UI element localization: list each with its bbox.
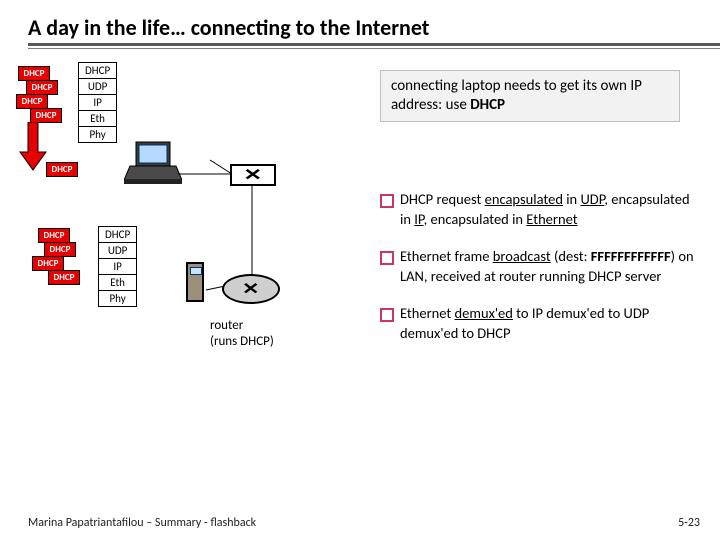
title-area: A day in the life… connecting to the Int… [0,0,720,55]
bullet-item: Ethernet demux'ed to IP demux'ed to UDP … [380,304,700,343]
callout-box: connecting laptop needs to get its own I… [380,70,680,122]
callout-bold: DHCP [470,96,505,114]
proto-layer: IP [99,259,136,275]
proto-layer: UDP [99,243,136,259]
slide-title: A day in the life… connecting to the Int… [28,14,720,41]
callout-text: connecting laptop needs to get its own I… [391,77,642,114]
page-number: 5-23 [678,516,700,530]
router-icon [222,274,280,304]
proto-layer: Phy [99,291,136,306]
title-rule-thin [28,48,720,49]
proto-layer: DHCP [99,227,136,243]
bullet-list: DHCP request encapsulated in UDP, encaps… [380,190,700,361]
proto-layer: Eth [99,275,136,291]
dhcp-tag: DHCP [48,270,80,285]
dhcp-tag: DHCP [44,242,76,257]
footer-author: Marina Papatriantafilou – Summary - flas… [28,516,256,530]
network-diagram: DHCP DHCP DHCP DHCP DHCP UDP IP Eth Phy … [0,60,340,390]
bullet-item: Ethernet frame broadcast (dest: FFFFFFFF… [380,247,700,286]
footer: Marina Papatriantafilou – Summary - flas… [28,516,700,530]
network-wires [0,60,340,390]
server-icon [186,262,204,302]
protocol-stack-router: DHCP UDP IP Eth Phy [98,226,137,307]
router-label: router (runs DHCP) [210,318,274,349]
router-label-line1: router [210,318,274,334]
dhcp-tag: DHCP [32,256,64,271]
title-rule [28,43,720,46]
bullet-item: DHCP request encapsulated in UDP, encaps… [380,190,700,229]
router-label-line2: (runs DHCP) [210,334,274,350]
dhcp-tag: DHCP [38,228,70,243]
